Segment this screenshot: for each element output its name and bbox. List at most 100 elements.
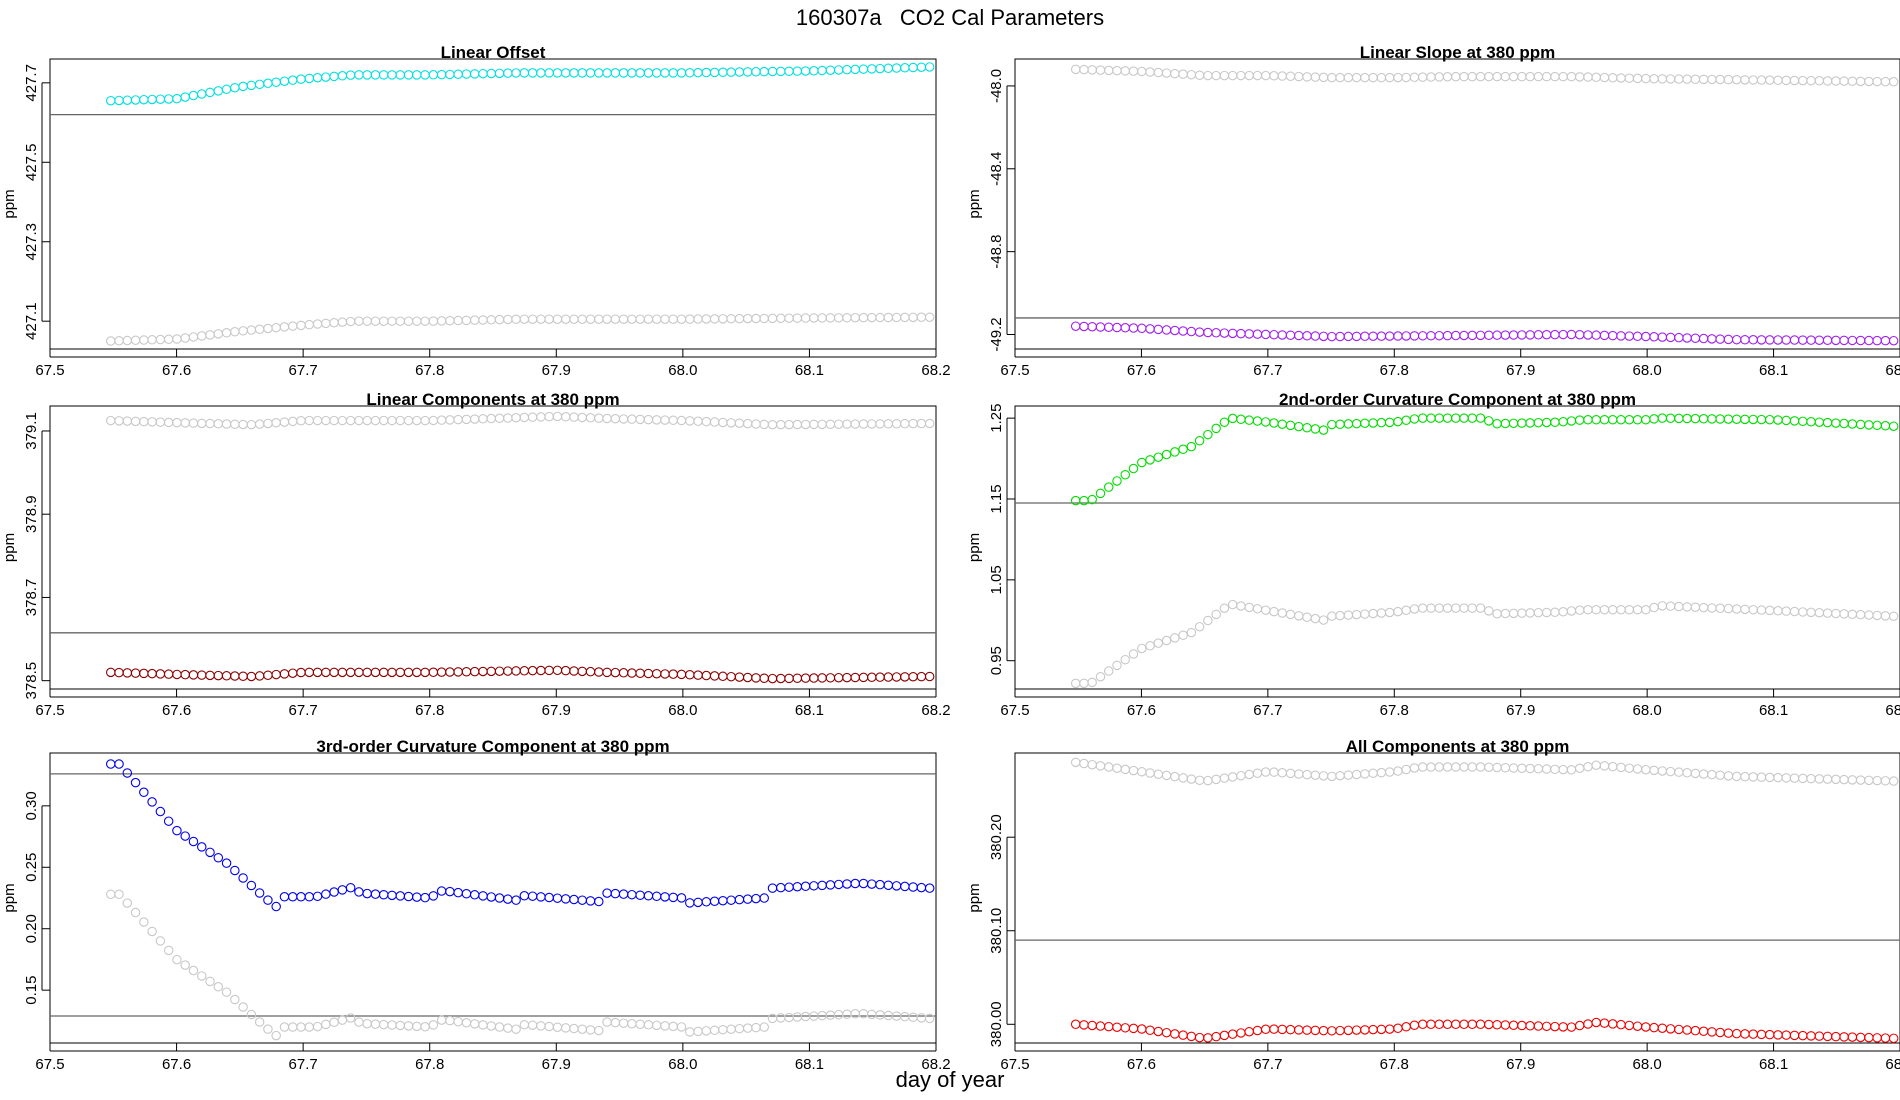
data-point: [1252, 768, 1263, 778]
data-point: [1707, 1027, 1717, 1037]
data-point: [1467, 413, 1478, 423]
data-point: [1707, 603, 1717, 613]
data-point: [287, 1022, 298, 1032]
data-point: [618, 314, 629, 324]
data-point: [1541, 1021, 1552, 1032]
data-point: [527, 891, 538, 901]
data-point: [1393, 72, 1403, 83]
data-point: [1773, 772, 1783, 783]
data-point: [883, 419, 894, 429]
series-red: [1070, 1017, 1899, 1044]
y-tick-label: 1.25: [988, 404, 1005, 433]
data-point: [1748, 772, 1758, 782]
data-point: [1822, 417, 1833, 428]
data-point: [1467, 71, 1478, 82]
data-point: [114, 667, 124, 678]
data-point: [387, 890, 397, 901]
data-point: [1880, 776, 1891, 786]
data-point: [436, 886, 447, 896]
x-tick-label: 68.1: [1759, 362, 1788, 379]
x-tick-label: 67.7: [289, 362, 318, 379]
data-point: [1566, 329, 1577, 340]
data-point: [1740, 604, 1750, 615]
data-point: [577, 895, 587, 905]
data-point: [1764, 335, 1775, 345]
data-point: [817, 313, 827, 323]
data-point: [685, 670, 695, 680]
data-point: [1219, 328, 1230, 338]
data-point: [1079, 64, 1089, 75]
y-tick-label: 380.10: [988, 908, 1005, 954]
data-point: [205, 847, 215, 858]
data-point: [1682, 602, 1692, 612]
data-point: [577, 666, 587, 677]
data-point: [1368, 418, 1378, 428]
data-point: [1748, 604, 1758, 615]
data-point: [287, 75, 298, 85]
data-point: [1632, 414, 1643, 425]
data-point: [354, 667, 364, 678]
data-point: [709, 417, 720, 427]
data-point: [1525, 71, 1535, 82]
data-point: [833, 65, 844, 75]
data-point: [230, 326, 240, 337]
data-point: [833, 1009, 844, 1020]
series-purple: [1070, 321, 1899, 346]
data-point: [1574, 329, 1585, 340]
data-point: [536, 665, 546, 676]
data-point: [751, 313, 761, 324]
data-point: [345, 316, 356, 327]
data-point: [1327, 771, 1337, 782]
data-point: [635, 1019, 645, 1030]
data-point: [1500, 1020, 1511, 1030]
data-point: [1252, 604, 1263, 614]
data-point: [1277, 768, 1288, 778]
data-point: [1459, 71, 1469, 82]
x-tick-label: 67.8: [1380, 702, 1409, 719]
data-point: [122, 668, 133, 678]
data-point: [213, 86, 224, 96]
data-point: [875, 879, 885, 890]
data-point: [1269, 606, 1279, 617]
data-point: [1417, 331, 1428, 341]
data-point: [900, 312, 910, 323]
data-point: [1740, 771, 1750, 782]
data-point: [1327, 72, 1337, 83]
data-point: [1831, 76, 1841, 86]
data-point: [569, 666, 579, 676]
data-point: [709, 314, 720, 324]
data-point: [263, 1024, 273, 1034]
data-point: [155, 334, 166, 345]
x-tick-label: 68.0: [668, 1056, 697, 1073]
data-point: [1888, 335, 1899, 346]
data-point: [577, 68, 587, 78]
series-cyan: [106, 62, 935, 106]
data-point: [1260, 605, 1271, 615]
data-point: [759, 893, 769, 903]
data-point: [1318, 615, 1329, 625]
data-point: [1798, 335, 1808, 345]
data-point: [742, 672, 753, 683]
data-point: [1550, 764, 1560, 775]
series-gray: [1070, 757, 1899, 786]
data-point: [552, 893, 563, 903]
x-tick-label: 67.5: [35, 1056, 64, 1073]
data-point: [1583, 1019, 1593, 1029]
data-point: [519, 1020, 530, 1030]
y-tick-label: -48.8: [988, 235, 1005, 269]
data-point: [1401, 605, 1411, 616]
data-point: [726, 671, 736, 682]
data-point: [180, 669, 190, 680]
data-point: [726, 1024, 736, 1034]
data-point: [726, 313, 736, 324]
data-point: [916, 62, 927, 72]
data-point: [1566, 416, 1577, 426]
data-point: [271, 901, 281, 912]
data-point: [800, 313, 811, 323]
data-point: [139, 917, 149, 927]
main-title: 160307a CO2 Cal Parameters: [796, 5, 1104, 30]
data-point: [891, 63, 902, 73]
data-point: [503, 314, 513, 325]
data-point: [321, 889, 331, 899]
data-point: [1756, 335, 1767, 345]
